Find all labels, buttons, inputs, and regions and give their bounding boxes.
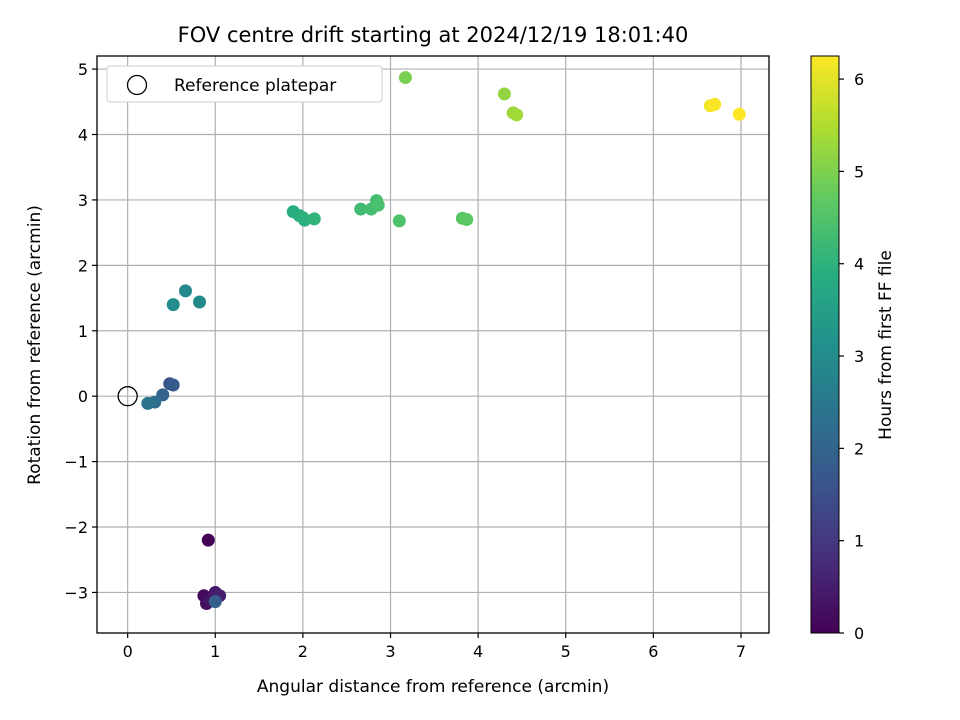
data-point	[510, 108, 524, 122]
data-point	[371, 198, 385, 212]
data-point	[178, 284, 192, 298]
data-point	[141, 396, 155, 410]
data-points	[141, 71, 746, 611]
y-tick-label: 3	[78, 191, 88, 210]
y-tick-label: 1	[78, 322, 88, 341]
colorbar-ticks: 0 1 2 3 4 5 6	[839, 70, 864, 643]
legend-reference-marker	[126, 74, 148, 96]
legend-box	[106, 65, 383, 103]
y-tick-label: −3	[64, 583, 88, 602]
colorbar-gradient	[810, 55, 840, 634]
data-point	[208, 595, 222, 609]
x-tick-label: 3	[385, 642, 395, 661]
data-point	[708, 97, 722, 111]
data-point	[354, 202, 368, 216]
plot-frame	[96, 55, 770, 634]
x-axis-ticks: 0 1 2 3 4 5 6 7	[123, 633, 746, 661]
colorbar-tick-label: 0	[854, 624, 864, 643]
x-tick-label: 0	[123, 642, 133, 661]
y-tick-label: 2	[78, 256, 88, 275]
x-tick-label: 4	[473, 642, 483, 661]
y-axis-ticks: −3 −2 −1 0 1 2 3 4 5	[64, 60, 97, 602]
legend-entry-reference: Reference platepar	[174, 76, 336, 96]
colorbar-tick-label: 6	[854, 70, 864, 89]
data-point	[296, 211, 310, 225]
colorbar-tick-label: 5	[854, 162, 864, 181]
data-point	[307, 212, 321, 226]
colorbar-tick-label: 3	[854, 347, 864, 366]
chart-title: FOV centre drift starting at 2024/12/19 …	[178, 23, 689, 47]
x-tick-label: 5	[561, 642, 571, 661]
x-tick-label: 7	[736, 642, 746, 661]
y-axis-label: Rotation from reference (arcmin)	[25, 205, 45, 485]
data-point	[732, 107, 746, 121]
data-point	[398, 71, 412, 85]
colorbar-tick-label: 4	[854, 255, 864, 274]
colorbar-tick-label: 2	[854, 439, 864, 458]
data-point	[201, 533, 215, 547]
y-tick-label: −1	[64, 453, 88, 472]
x-axis-label: Angular distance from reference (arcmin)	[257, 677, 609, 697]
x-tick-label: 6	[648, 642, 658, 661]
colorbar: 0 1 2 3 4 5 6 Hours from first FF file	[810, 55, 896, 643]
data-point	[193, 295, 207, 309]
reference-marker	[117, 386, 138, 407]
y-tick-label: 4	[78, 126, 88, 145]
y-tick-label: 5	[78, 60, 88, 79]
x-tick-label: 1	[210, 642, 220, 661]
colorbar-tick-label: 1	[854, 532, 864, 551]
data-point	[166, 378, 180, 392]
legend: Reference platepar	[106, 65, 383, 103]
y-tick-label: 0	[78, 387, 88, 406]
data-point	[497, 87, 511, 101]
colorbar-label: Hours from first FF file	[876, 250, 896, 440]
data-point	[166, 298, 180, 312]
reference-platepar-marker	[117, 386, 138, 407]
data-point	[392, 214, 406, 228]
y-tick-label: −2	[64, 518, 88, 537]
grid-lines	[97, 56, 769, 633]
data-point	[460, 213, 474, 227]
x-tick-label: 2	[298, 642, 308, 661]
